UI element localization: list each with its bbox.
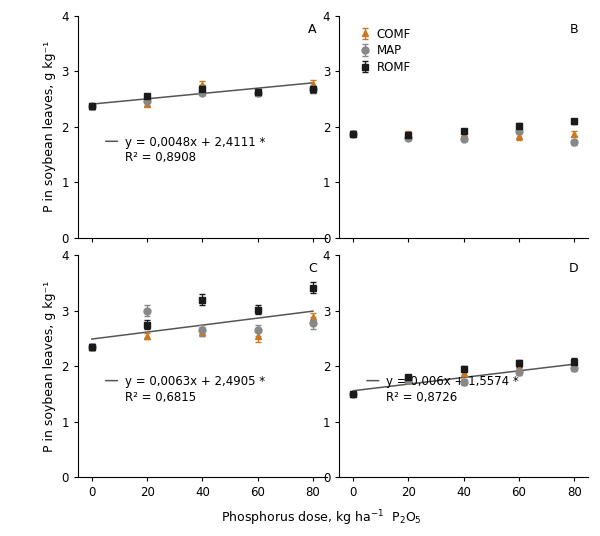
Text: y = 0,0048x + 2,4111 *: y = 0,0048x + 2,4111 * [125, 136, 266, 149]
Text: D: D [568, 262, 578, 275]
Text: C: C [308, 262, 317, 275]
Text: Phosphorus dose, kg ha$^{-1}$  P$_2$O$_5$: Phosphorus dose, kg ha$^{-1}$ P$_2$O$_5$ [221, 508, 421, 528]
Y-axis label: P in soybean leaves, g kg⁻¹: P in soybean leaves, g kg⁻¹ [43, 41, 56, 212]
Text: R² = 0,8726: R² = 0,8726 [386, 391, 458, 404]
Text: y = 0,006x + 1,5574 *: y = 0,006x + 1,5574 * [386, 375, 519, 388]
Legend: COMF, MAP, ROMF: COMF, MAP, ROMF [354, 23, 415, 78]
Text: y = 0,0063x + 2,4905 *: y = 0,0063x + 2,4905 * [125, 375, 265, 388]
Text: B: B [569, 23, 578, 36]
Text: R² = 0,8908: R² = 0,8908 [125, 151, 196, 165]
Y-axis label: P in soybean leaves, g kg⁻¹: P in soybean leaves, g kg⁻¹ [43, 281, 56, 452]
Text: R² = 0,6815: R² = 0,6815 [125, 391, 196, 404]
Text: A: A [308, 23, 317, 36]
